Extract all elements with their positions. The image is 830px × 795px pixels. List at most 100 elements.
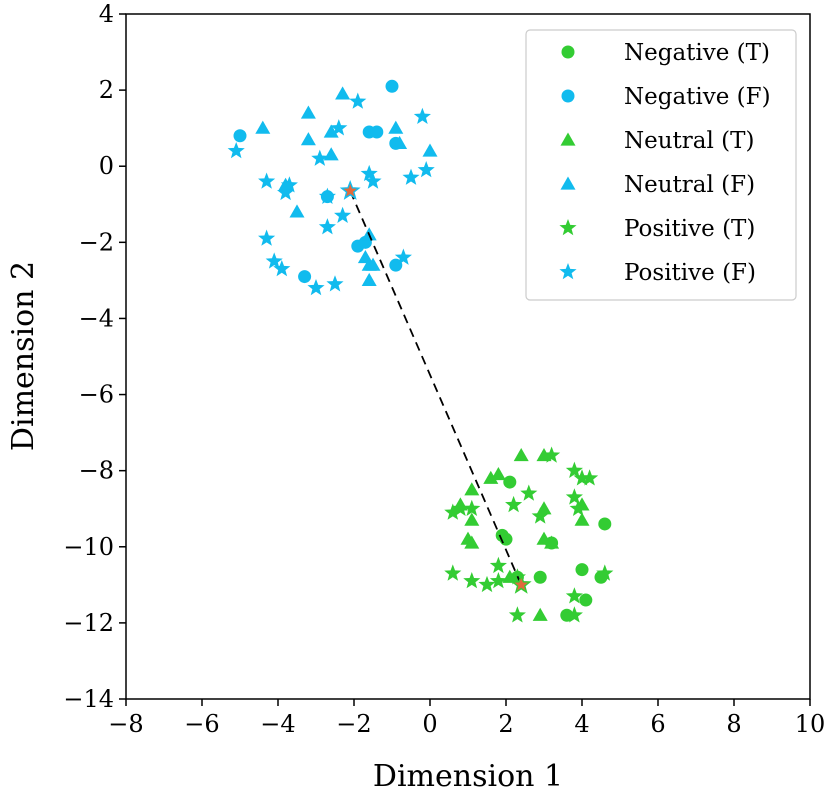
neutral-t-point [483,470,499,484]
negative-f-point [385,79,399,93]
legend-box [525,29,797,301]
negative-t-point [533,570,547,584]
neutral-t-point [464,535,480,549]
x-axis-title: Dimension 1 [373,759,563,794]
positive-f-point [307,279,325,296]
x-tick-label: 6 [650,710,665,738]
neutral-f-point [300,132,316,146]
positive-f-point [273,259,291,277]
positive-t-point [451,499,469,516]
neutral-t-point [513,447,529,462]
legend: Negative (T) Negative (F) Neutral (T) Neutr… [525,29,797,301]
positive-t-point [463,499,481,516]
negative-f-point [370,125,384,139]
positive-f-point [417,161,435,178]
positive-f-point [318,218,336,235]
negative-t-point [598,517,612,531]
neutral-t-point [464,512,480,526]
x-tick-label: −8 [108,710,143,738]
negative-f-point [233,129,247,143]
neutral-f-point [422,143,438,157]
neutral-f-point [365,257,381,271]
positive-f-point [330,119,348,136]
positive-f-point [265,252,283,269]
legend-marker [561,89,575,103]
x-tick-label: −6 [184,710,219,738]
positive-f-point [258,172,276,189]
positive-f-point [349,92,367,109]
positive-t-point [489,572,507,589]
positive-f-point [311,149,329,166]
y-tick-label: −2 [79,228,114,256]
neutral-f-point [335,86,351,100]
positive-f-point [280,176,298,193]
x-tick-label: 0 [422,710,437,738]
legend-label: Negative (T) [624,40,770,66]
positive-t-point [565,606,583,623]
neutral-t-point [464,482,480,496]
legend-marker [561,45,575,59]
x-tick-label: 4 [574,710,589,738]
positive-t-point [444,564,462,581]
positive-t-point [569,499,587,516]
x-tick-label: 8 [726,710,741,738]
positive-f-point [413,107,431,125]
y-tick-label: −10 [63,533,114,561]
y-tick-label: 2 [99,76,114,104]
neutral-t-point [544,535,560,549]
positive-t-point [565,488,583,505]
y-tick-label: −4 [79,304,114,332]
legend-label: Negative (F) [624,84,771,110]
y-tick-label: 4 [99,0,114,28]
neutral-t-point [536,531,552,545]
x-tick-label: 2 [498,710,513,738]
legend-marker [560,132,576,146]
positive-f-point [318,187,336,204]
negative-t-point [560,608,574,622]
legend-label: Neutral (T) [624,128,754,154]
y-tick-label: −8 [79,457,114,485]
y-tick-label: −12 [63,609,114,637]
negative-f-point [298,270,312,284]
data-points [227,79,614,623]
x-tick-label: 10 [795,710,826,738]
legend-label: Positive (T) [624,216,755,242]
neutral-f-point [361,272,377,287]
neutral-f-point [300,105,316,119]
neutral-f-point [255,120,271,134]
neutral-f-point [289,204,305,218]
highlighted-star-point [339,179,361,200]
positive-f-point [326,275,344,292]
positive-f-point [227,142,245,159]
positive-t-point [531,507,549,524]
positive-t-point [505,495,523,513]
positive-t-point [489,556,507,574]
negative-t-point [503,475,517,489]
y-tick-label: −6 [79,381,114,409]
positive-t-point [565,461,583,478]
positive-t-point [543,446,561,463]
y-tick-label: 0 [99,152,114,180]
negative-t-point [579,593,593,607]
highlight-layer [339,179,532,594]
positive-t-point [573,469,591,486]
connector-line [349,190,523,586]
y-tick-label: −14 [63,685,114,713]
positive-t-point [478,575,496,593]
positive-f-point [258,229,276,246]
positive-t-point [508,606,526,623]
neutral-f-point [392,135,408,150]
legend-label: Neutral (F) [624,172,755,198]
positive-t-point [463,572,481,589]
positive-t-point [565,587,583,604]
x-tick-label: −4 [260,710,295,738]
positive-f-point [360,164,378,182]
legend-marker [559,263,577,280]
neutral-t-point [532,607,548,621]
positive-t-point [520,484,538,501]
positive-t-point [444,503,462,520]
positive-f-point [334,206,352,223]
negative-t-point [575,563,589,577]
axis-ticks: −8 −6 −4 −2 0 2 4 6 8 10 −14 −12 −10 −8 −6 −4 −2 0 2 4 [63,0,825,738]
